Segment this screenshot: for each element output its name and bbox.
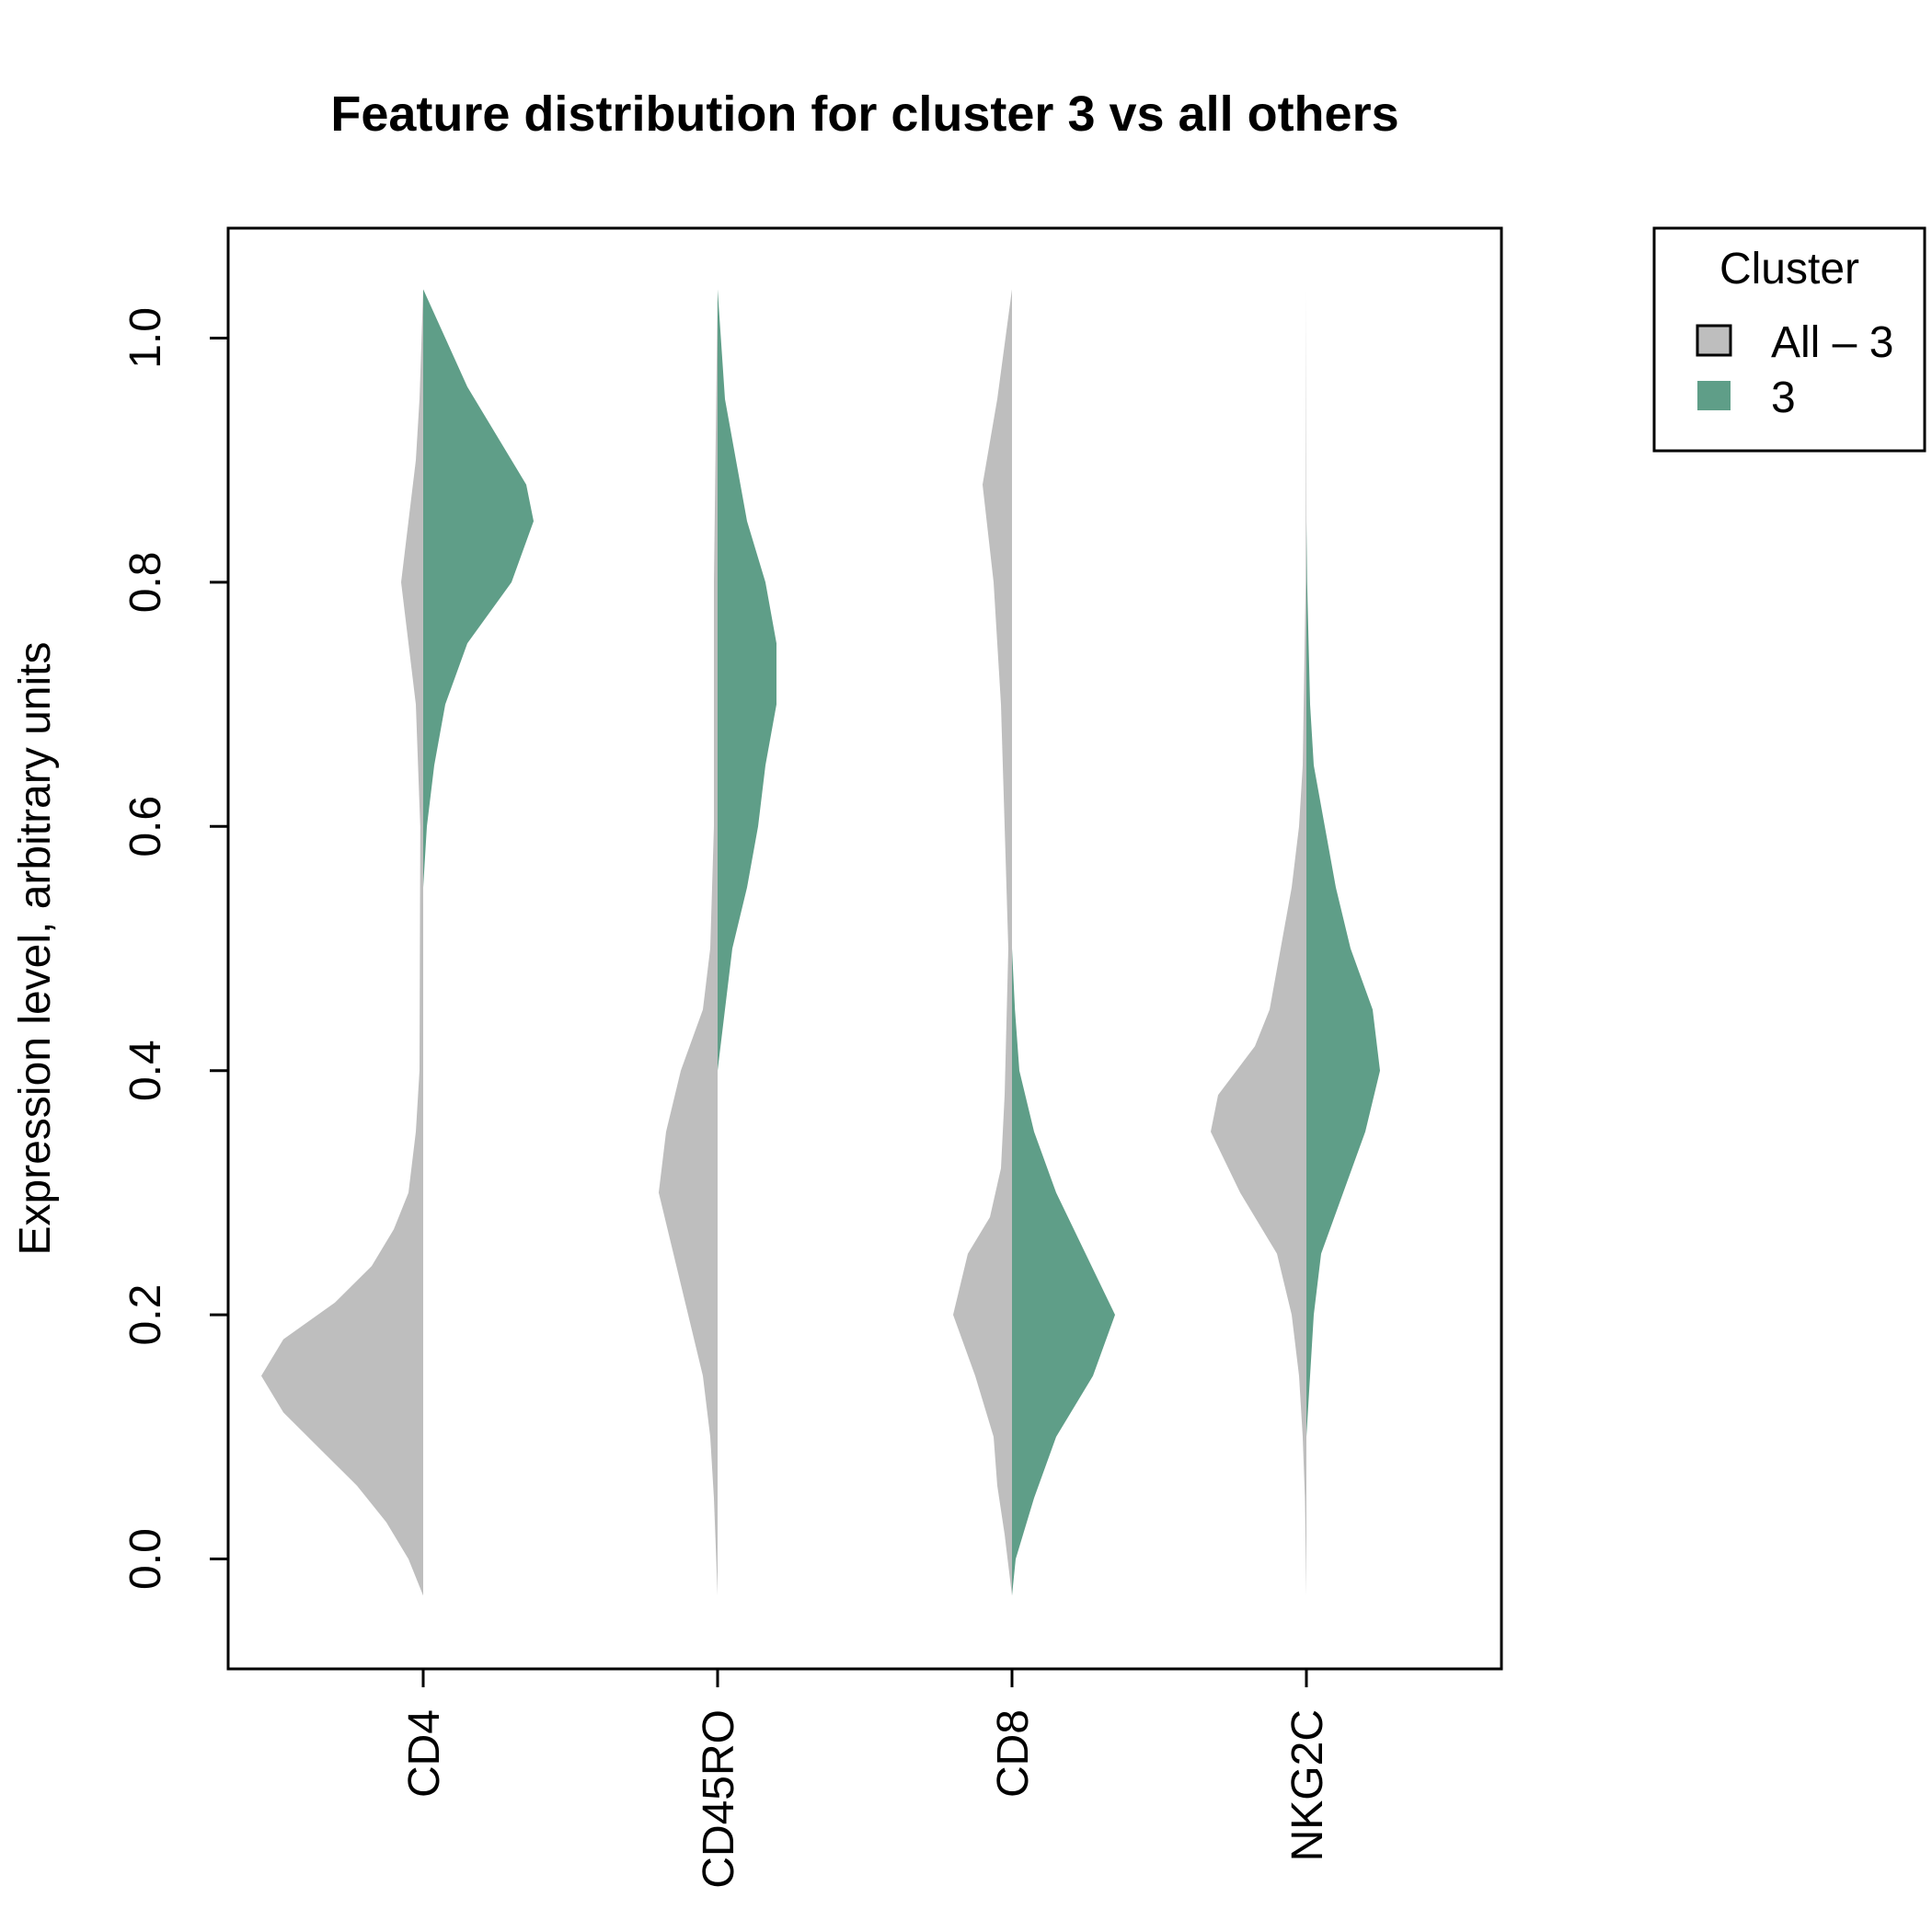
violin-cd4-cluster-3 xyxy=(423,289,534,888)
violin-nkg2c-all-minus-3 xyxy=(1211,289,1306,1596)
violin-nkg2c-cluster-3 xyxy=(1306,521,1380,1437)
violin-cd4-all-minus-3 xyxy=(261,289,423,1596)
x-tick-label-nkg2c: NKG2C xyxy=(1283,1709,1332,1861)
y-tick-label: 0.8 xyxy=(121,552,170,614)
x-axis: CD4 CD45RO CD8 NKG2C xyxy=(400,1669,1332,1889)
chart-title: Feature distribution for cluster 3 vs al… xyxy=(330,86,1398,142)
x-tick-label-cd4: CD4 xyxy=(400,1709,449,1798)
x-tick-label-cd45ro: CD45RO xyxy=(695,1709,743,1889)
y-tick-label: 1.0 xyxy=(121,307,170,369)
plot-frame xyxy=(226,226,1503,1671)
y-tick-label: 0.2 xyxy=(121,1284,170,1346)
x-tick-label-cd8: CD8 xyxy=(989,1709,1038,1798)
y-tick-label: 0.0 xyxy=(121,1528,170,1590)
violin-cd8-cluster-3 xyxy=(1012,949,1115,1596)
legend-label-all-minus-3: All – 3 xyxy=(1771,318,1893,367)
legend-swatch-3 xyxy=(1697,381,1731,410)
violin-cd45ro-cluster-3 xyxy=(718,289,776,1071)
legend-label-3: 3 xyxy=(1771,374,1796,422)
violins-layer xyxy=(261,289,1380,1596)
y-axis-label: Expression level, arbitrary units xyxy=(11,642,60,1256)
y-tick-label: 0.4 xyxy=(121,1040,170,1101)
y-tick-label: 0.6 xyxy=(121,796,170,857)
legend: Cluster All – 3 3 xyxy=(1652,226,1926,453)
violin-cd8-all-minus-3 xyxy=(953,289,1012,1596)
legend-title: Cluster xyxy=(1719,245,1859,293)
violin-cd45ro-all-minus-3 xyxy=(659,289,718,1596)
legend-swatch-all-minus-3 xyxy=(1696,324,1732,357)
y-axis: 0.0 0.2 0.4 0.6 0.8 1.0 xyxy=(121,307,228,1590)
